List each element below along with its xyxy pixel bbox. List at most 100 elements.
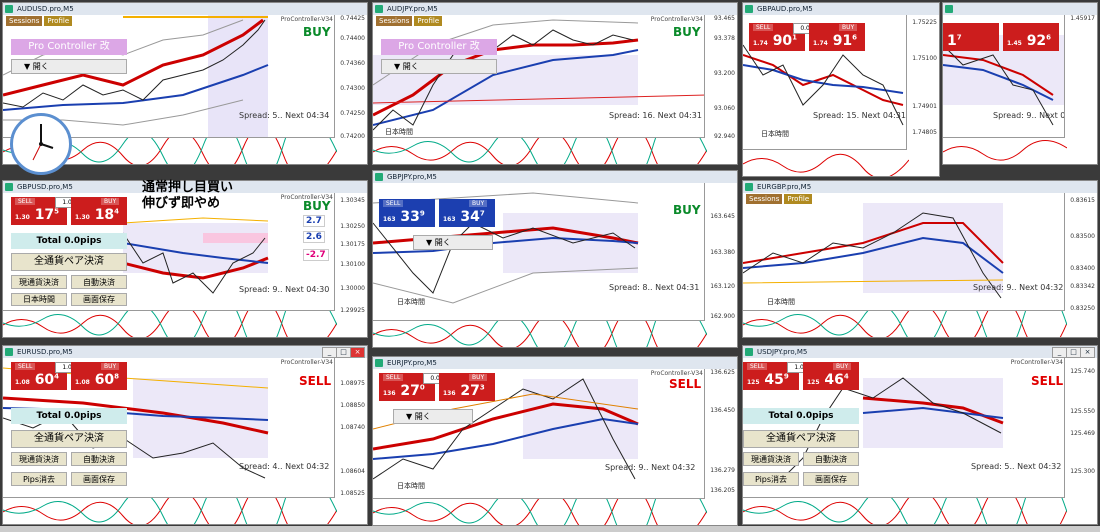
open-toggle[interactable]: ▼ 開く [413, 235, 493, 250]
profile-tab[interactable]: Profile [414, 16, 443, 26]
auto-close-button[interactable]: 自動決済 [71, 275, 127, 289]
trade-panel[interactable]: SELL 1.30 175 1.00 BUY 1.30 184 [11, 197, 127, 227]
open-toggle[interactable]: ▼ 開く [381, 59, 497, 74]
jp-time-toggle[interactable]: 日本時間 [397, 298, 425, 306]
minimize-icon[interactable]: _ [322, 347, 337, 358]
tick-label: 0.74400 [340, 35, 365, 42]
buy-button[interactable]: BUY 125 464 [803, 362, 859, 390]
buy-button[interactable]: BUY 136 273 [439, 373, 495, 401]
chart-window-gbpusd[interactable]: GBPUSD.pro,M5 SELL 1.30 175 1.00 BUY 1.30 … [2, 180, 368, 338]
tick-label: 1.08604 [340, 468, 365, 475]
sell-button[interactable]: SELL 163 339 [379, 199, 435, 227]
open-toggle[interactable]: ▼ 開く [393, 409, 473, 424]
chart-window-gbpjpy[interactable]: GBPJPY.pro,M5 SELL 163 339 BUY 163 347 ▼ 開… [372, 170, 738, 348]
close-all-pairs-button[interactable]: 全通貨ペア決済 [11, 253, 127, 271]
chart-window-gbpaud[interactable]: GBPAUD.pro,M5 SELL 1.74 901 0.05 BUY 1.74 … [742, 2, 940, 177]
close-all-pairs-button[interactable]: 全通貨ペア決済 [743, 430, 859, 448]
chart-window-audusd[interactable]: AUDUSD.pro,M5 Sessions Profile Pro Contro… [2, 2, 368, 165]
price-chart[interactable] [743, 193, 1065, 337]
buy-button[interactable]: BUY 1.74 916 [809, 23, 865, 51]
buy-button[interactable]: 1.45 926 [1003, 23, 1059, 51]
tick-label: 1.08525 [340, 490, 365, 497]
sell-button[interactable]: 17 [943, 23, 999, 51]
sell-label: SELL [747, 363, 768, 370]
screenshot-button[interactable]: 画面保存 [71, 293, 127, 306]
window-title: EURGBP.pro,M5 [757, 183, 812, 191]
window-tab-strip[interactable] [0, 526, 1100, 532]
stochastic-subwindow [3, 310, 337, 337]
clock-face-icon [32, 124, 54, 161]
trade-panel[interactable]: 17 1.45 926 [943, 23, 1059, 53]
price-plot [3, 15, 269, 139]
tick-label: 1.45917 [1070, 15, 1095, 22]
close-all-pairs-button[interactable]: 全通貨ペア決済 [11, 430, 127, 448]
chart-window-usdjpy[interactable]: USDJPY.pro,M5 _ □ × SELL 125 459 1.00 BUY 125… [742, 345, 1098, 525]
jp-time-toggle[interactable]: 日本時間 [767, 298, 795, 306]
pro-controller-button[interactable]: Pro Controller 改 [11, 39, 127, 55]
trade-panel[interactable]: SELL 163 339 BUY 163 347 [379, 199, 499, 229]
buy-button[interactable]: BUY 1.08 608 [71, 362, 127, 390]
screenshot-button[interactable]: 画面保存 [71, 472, 127, 486]
spread-label: Spread: 9.. Next 04:32 [973, 283, 1064, 292]
chart-window-eurusd[interactable]: EURUSD.pro,M5 _ □ × SELL 1.08 604 1.00 BUY 1.… [2, 345, 368, 525]
profile-tab[interactable]: Profile [784, 194, 813, 204]
close-current-pair-button[interactable]: 現通貨決済 [11, 275, 67, 289]
chart-icon [745, 5, 753, 13]
clear-pips-button[interactable]: Pips消去 [11, 472, 67, 486]
tick-label: 136.205 [710, 487, 735, 494]
stochastic-subwindow [743, 497, 1067, 524]
tick-label: 136.450 [710, 407, 735, 414]
jp-time-toggle[interactable]: 日本時間 [385, 128, 413, 136]
price-plot [743, 44, 904, 126]
buy-button[interactable]: BUY 163 347 [439, 199, 495, 227]
window-title: GBPAUD.pro,M5 [757, 5, 813, 13]
session-tabs[interactable]: Sessions Profile [746, 194, 814, 204]
tick-label: 1.08740 [340, 424, 365, 431]
chart-window-eurgbp[interactable]: EURGBP.pro,M5 Sessions Profile 日本時間 Sprea… [742, 180, 1098, 338]
analog-clock [10, 113, 72, 175]
close-current-pair-button[interactable]: 現通貨決済 [11, 452, 67, 466]
pro-controller-button[interactable]: Pro Controller 改 [381, 39, 497, 55]
level-label: -2.7 [303, 249, 329, 261]
jp-time-toggle[interactable]: 日本時間 [761, 130, 789, 138]
screenshot-button[interactable]: 画面保存 [803, 472, 859, 486]
minimize-icon[interactable]: _ [1052, 347, 1067, 358]
sessions-tab[interactable]: Sessions [6, 16, 43, 26]
trade-panel[interactable]: SELL 125 459 1.00 BUY 125 464 [743, 362, 859, 392]
jp-time-button[interactable]: 日本時間 [11, 293, 67, 306]
trade-panel[interactable]: SELL 1.74 901 0.05 BUY 1.74 916 [749, 23, 869, 53]
price-axis: 1.75225 1.75100 1.74901 1.74805 [906, 15, 939, 176]
tick-label: 1.74901 [912, 103, 937, 110]
session-tabs[interactable]: Sessions Profile [376, 16, 444, 26]
tick-label: 1.74805 [912, 129, 937, 136]
buy-label: BUY [839, 24, 858, 31]
price-plot [373, 19, 707, 131]
auto-close-button[interactable]: 自動決済 [803, 452, 859, 466]
chart-window-eurjpy[interactable]: EURJPY.pro,M5 SELL 136 270 0.05 BUY 136 27… [372, 356, 738, 526]
close-icon[interactable]: × [1080, 347, 1095, 358]
signal-label: BUY [673, 25, 701, 39]
maximize-icon[interactable]: □ [336, 347, 351, 358]
price-axis: 1.45917 [1064, 15, 1097, 164]
chart-window-eurnzd[interactable]: 17 1.45 926 Spread: 9.. Next 04:33 1.459… [942, 2, 1098, 165]
auto-close-button[interactable]: 自動決済 [71, 452, 127, 466]
stochastic-subwindow [743, 310, 1067, 337]
clear-pips-button[interactable]: Pips消去 [743, 472, 799, 486]
price-axis: 93.465 93.378 93.200 93.060 92.940 [704, 15, 737, 164]
profile-tab[interactable]: Profile [44, 16, 73, 26]
buy-button[interactable]: BUY 1.30 184 [71, 197, 127, 225]
trade-panel[interactable]: SELL 136 270 0.05 BUY 136 273 [379, 373, 499, 403]
trade-panel[interactable]: SELL 1.08 604 1.00 BUY 1.08 608 [11, 362, 127, 392]
session-tabs[interactable]: Sessions Profile [6, 16, 74, 26]
stochastic-subwindow [943, 137, 1067, 164]
controller-label: ProController-V34 [650, 16, 703, 23]
signal-label: BUY [673, 203, 701, 217]
jp-time-toggle[interactable]: 日本時間 [397, 482, 425, 490]
maximize-icon[interactable]: □ [1066, 347, 1081, 358]
sessions-tab[interactable]: Sessions [376, 16, 413, 26]
sessions-tab[interactable]: Sessions [746, 194, 783, 204]
close-current-pair-button[interactable]: 現通貨決済 [743, 452, 799, 466]
close-icon[interactable]: × [350, 347, 365, 358]
open-toggle[interactable]: ▼ 開く [11, 59, 127, 74]
chart-window-audjpy[interactable]: AUDJPY.pro,M5 Sessions Profile Pro Contro… [372, 2, 738, 165]
